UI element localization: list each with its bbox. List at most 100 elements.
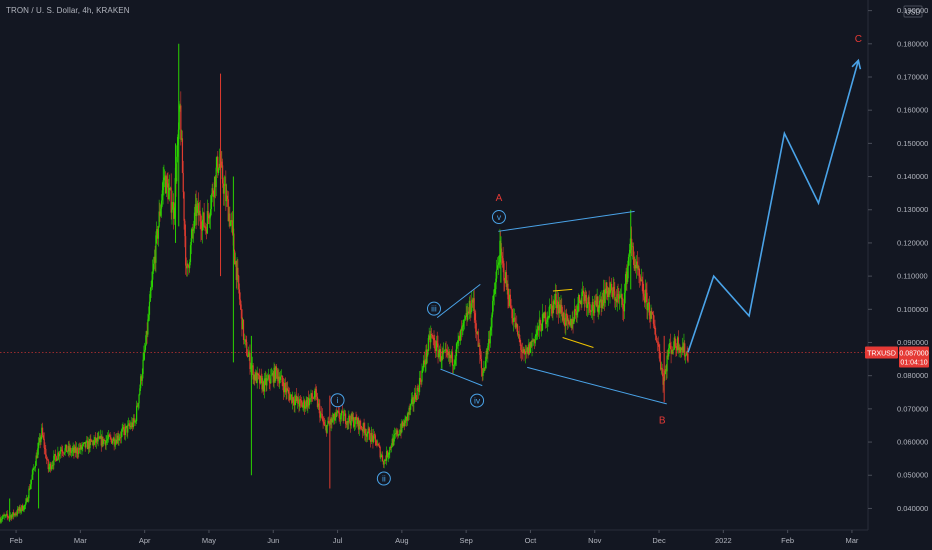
candle-body — [222, 165, 224, 184]
triangle-line — [562, 337, 594, 348]
candle-body — [566, 313, 568, 316]
candle-body — [386, 451, 388, 457]
candle-body — [275, 366, 278, 371]
candle-body — [3, 515, 5, 517]
candle-body — [282, 382, 284, 387]
candle-body — [84, 442, 86, 448]
candle-body — [443, 350, 445, 354]
candle-body — [438, 353, 440, 358]
candle-body — [542, 313, 544, 315]
candle-body — [214, 176, 216, 188]
symbol-tag-bg — [865, 346, 898, 359]
candle-body — [185, 236, 187, 266]
candle-body — [126, 425, 128, 433]
candle-body — [274, 367, 276, 381]
candle-body — [188, 265, 190, 269]
candle-body — [109, 436, 111, 438]
candle-body — [92, 441, 94, 445]
candle-body — [660, 367, 663, 370]
candle-body — [291, 394, 293, 403]
candle-body — [239, 299, 241, 305]
candle-body — [153, 256, 155, 264]
candle-body — [391, 438, 393, 448]
candle-body — [243, 339, 245, 341]
abc-labels: A B C — [496, 34, 862, 427]
candle-body — [227, 199, 229, 222]
wave-label-iv: iv — [470, 393, 485, 408]
wave-label-iii: iii — [427, 301, 441, 316]
candle-body — [658, 344, 660, 352]
candle-body — [512, 318, 515, 322]
wave-label-v: v — [491, 210, 506, 225]
candle-body — [584, 294, 586, 302]
candle-body — [446, 350, 448, 353]
candle-body — [682, 346, 684, 353]
candle-body — [39, 438, 41, 443]
candle-body — [447, 351, 450, 356]
candle-body — [89, 438, 91, 449]
candle-body — [686, 352, 688, 354]
candle-body — [567, 319, 569, 322]
candle-body — [93, 440, 95, 445]
candle-body — [674, 337, 676, 347]
candle-body — [390, 447, 392, 449]
time-tick-label: 2022 — [715, 536, 732, 545]
candle-body — [26, 498, 28, 502]
candle-body — [561, 304, 563, 314]
price-tick-label: 0.120000 — [897, 238, 928, 247]
candle-body — [492, 300, 494, 315]
candle-body — [650, 310, 652, 319]
candle-body — [105, 440, 107, 446]
candle-body — [122, 427, 124, 430]
wave-label-text: i — [337, 395, 339, 405]
candle-body — [265, 378, 267, 386]
candle-body — [123, 427, 125, 430]
candle-body — [21, 505, 24, 511]
candle-body — [684, 343, 686, 357]
candle-body — [237, 267, 239, 276]
candle-body — [308, 398, 311, 406]
candle-body — [387, 454, 389, 457]
wave-circle — [376, 471, 391, 486]
candle-body — [118, 438, 120, 441]
candle-body — [292, 397, 294, 403]
wave-label-text: iii — [431, 304, 437, 314]
candle-body — [359, 420, 361, 426]
candle-body — [30, 479, 32, 485]
candle-body — [508, 299, 510, 306]
candle-body — [163, 177, 165, 181]
candle-body — [611, 283, 613, 291]
candle-body — [426, 351, 429, 357]
candle-body — [533, 339, 536, 344]
candle-body — [289, 395, 291, 401]
candle-body — [335, 412, 337, 418]
candle-body — [467, 311, 469, 320]
candle-body — [213, 193, 215, 198]
candle-body — [267, 378, 269, 380]
candle-body — [272, 373, 274, 383]
candle-body — [319, 405, 321, 418]
candle-body — [169, 187, 171, 189]
candle-body — [652, 311, 654, 315]
candle-body — [164, 175, 167, 194]
candle-body — [248, 352, 250, 356]
candle-body — [398, 434, 400, 436]
candle-body — [636, 261, 638, 269]
time-tick-label: Jun — [267, 536, 279, 545]
candle-body — [137, 403, 139, 407]
candle-body — [338, 411, 340, 418]
candle-body — [566, 315, 569, 322]
candle-body — [268, 375, 270, 382]
candle-body — [553, 301, 555, 305]
candle-body — [176, 156, 178, 182]
candle-body — [62, 452, 65, 454]
candle-body — [629, 249, 631, 253]
candle-body — [185, 265, 188, 269]
candle-body — [33, 467, 36, 469]
candle-body — [621, 294, 623, 300]
candle-body — [371, 432, 373, 437]
candle-body — [457, 340, 459, 344]
candle-body — [467, 311, 470, 314]
